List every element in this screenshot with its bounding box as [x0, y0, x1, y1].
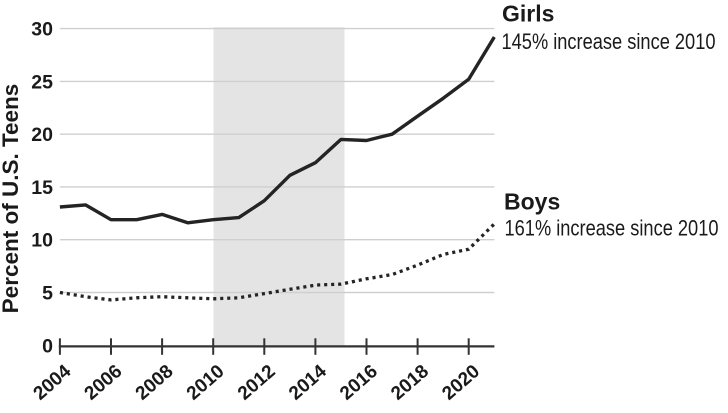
svg-text:30: 30	[31, 19, 53, 41]
svg-text:15: 15	[31, 177, 53, 199]
svg-text:20: 20	[31, 124, 53, 146]
svg-text:0: 0	[42, 335, 53, 357]
svg-text:Percent of U.S. Teens: Percent of U.S. Teens	[0, 84, 23, 314]
svg-text:5: 5	[42, 283, 53, 305]
svg-text:25: 25	[31, 71, 53, 93]
svg-text:161% increase since 2010: 161% increase since 2010	[505, 216, 719, 241]
svg-text:Boys: Boys	[504, 189, 560, 215]
svg-text:145% increase since 2010: 145% increase since 2010	[502, 29, 716, 54]
svg-text:10: 10	[31, 230, 53, 252]
svg-text:Girls: Girls	[502, 1, 554, 27]
